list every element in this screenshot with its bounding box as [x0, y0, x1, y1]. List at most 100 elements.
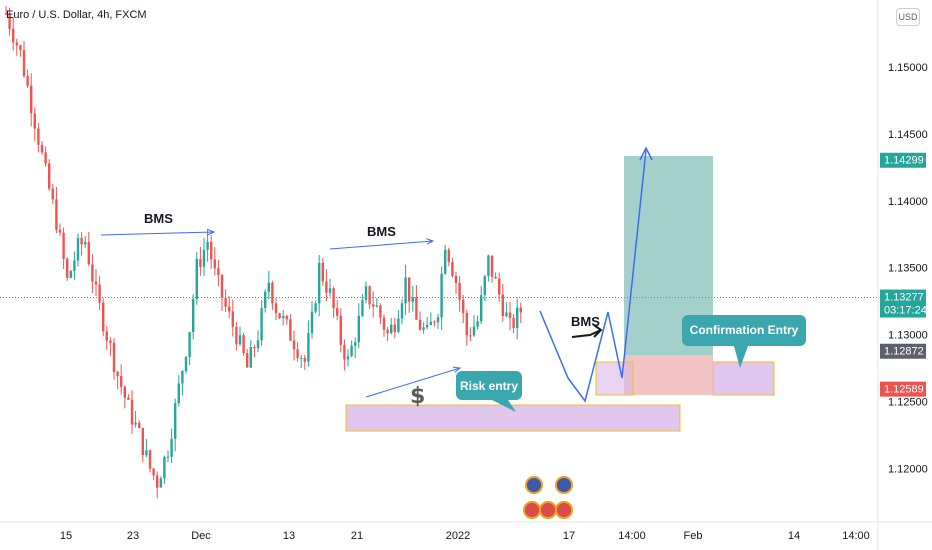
confirmation-entry-callout — [682, 315, 806, 368]
candle-body — [8, 13, 11, 29]
candle-body — [145, 450, 148, 456]
candle-body — [217, 268, 220, 276]
candle-body — [253, 347, 256, 349]
candle-body — [62, 232, 65, 259]
candle-body — [87, 241, 90, 265]
candle-body — [501, 294, 504, 316]
candle-body — [224, 297, 227, 307]
candle-body — [112, 342, 116, 372]
price-label: 1.12872 — [884, 346, 924, 358]
x-tick-label: Dec — [191, 530, 211, 542]
candle-body — [300, 358, 303, 360]
candle-body — [84, 241, 87, 245]
candle-body — [256, 340, 260, 349]
y-tick-label: 1.13500 — [888, 263, 928, 275]
candle-body — [343, 344, 346, 360]
candle-body — [418, 319, 422, 330]
candle-body — [94, 281, 98, 285]
dollar-sign: $ — [410, 384, 425, 409]
candle-body — [44, 152, 47, 164]
candle-body — [181, 371, 184, 384]
candle-body — [361, 300, 364, 316]
price-label-box — [880, 343, 926, 359]
candle-body — [490, 255, 494, 277]
candle-body — [274, 303, 278, 314]
candle-body — [465, 313, 468, 336]
eu-flag-icon — [555, 476, 573, 494]
candle-body — [350, 345, 353, 357]
us-flag-icon — [523, 501, 541, 519]
price-label-box — [880, 289, 926, 318]
candle-body — [220, 275, 224, 298]
bms-label-2: BMS — [367, 224, 396, 239]
candle-body — [458, 282, 461, 300]
candle-body — [76, 237, 80, 261]
candle-body — [33, 113, 36, 129]
candle-body — [159, 478, 162, 488]
candle-body — [303, 358, 306, 362]
candle-body — [357, 315, 360, 343]
candle-body — [487, 255, 490, 277]
bms-dark-arrow — [571, 329, 602, 338]
candle-body — [141, 427, 144, 456]
candle-body — [19, 45, 22, 51]
candle-body — [415, 297, 418, 320]
y-tick-label: 1.12500 — [888, 397, 928, 409]
candle-body — [206, 241, 209, 250]
candle-body — [447, 249, 450, 262]
candle-body — [476, 321, 479, 327]
x-tick-label: 17 — [563, 530, 575, 542]
candle-body — [462, 299, 465, 314]
candle-body — [166, 456, 170, 458]
risk-arrow-head — [452, 366, 462, 373]
candle-body — [242, 335, 245, 354]
candle-body — [336, 308, 339, 316]
candle-body — [429, 321, 432, 326]
candle-body — [26, 75, 29, 86]
x-tick-label: 21 — [351, 530, 363, 542]
y-tick-label: 1.12000 — [888, 463, 928, 475]
price-label: 1.13277 — [884, 292, 924, 304]
price-label: 1.14299 — [884, 155, 924, 167]
candle-body — [364, 286, 368, 301]
candle-body — [48, 163, 51, 189]
candle-body — [408, 277, 411, 302]
candle-body — [199, 258, 202, 267]
candle-body — [174, 403, 177, 439]
bms-arrow-2 — [329, 240, 434, 250]
bms-label-1: BMS — [144, 211, 173, 226]
candle-body — [116, 371, 119, 377]
candle-body — [411, 297, 414, 302]
x-tick-label: 2022 — [446, 530, 470, 542]
candle-body — [289, 319, 292, 341]
candle-body — [498, 278, 501, 295]
x-tick-label: Feb — [684, 530, 703, 542]
candle-body — [372, 304, 375, 307]
candle-body — [202, 249, 206, 267]
candle-body — [195, 258, 198, 300]
candle-body — [422, 327, 425, 330]
candle-body — [354, 342, 357, 346]
candle-body — [264, 291, 267, 309]
candle-body — [156, 475, 159, 488]
price-countdown: 03:17:24 — [884, 305, 927, 317]
candle-body — [102, 302, 105, 332]
candle-body — [267, 282, 270, 292]
candle-body — [91, 264, 94, 282]
currency-button[interactable]: USD — [896, 8, 920, 26]
candle-body — [260, 308, 263, 341]
risk-entry-label: Risk entry — [460, 379, 518, 393]
candle-body — [98, 284, 101, 303]
candle-body — [80, 237, 83, 245]
candle-body — [130, 399, 134, 425]
bms-arrow-1 — [100, 231, 215, 236]
candle-body — [375, 305, 378, 307]
candle-body — [58, 229, 62, 233]
candle-body — [134, 422, 137, 425]
candle-body — [321, 262, 324, 282]
candle-body — [440, 273, 443, 318]
candle-body — [12, 28, 15, 43]
candle-body — [307, 333, 310, 362]
candle-body — [469, 335, 472, 337]
